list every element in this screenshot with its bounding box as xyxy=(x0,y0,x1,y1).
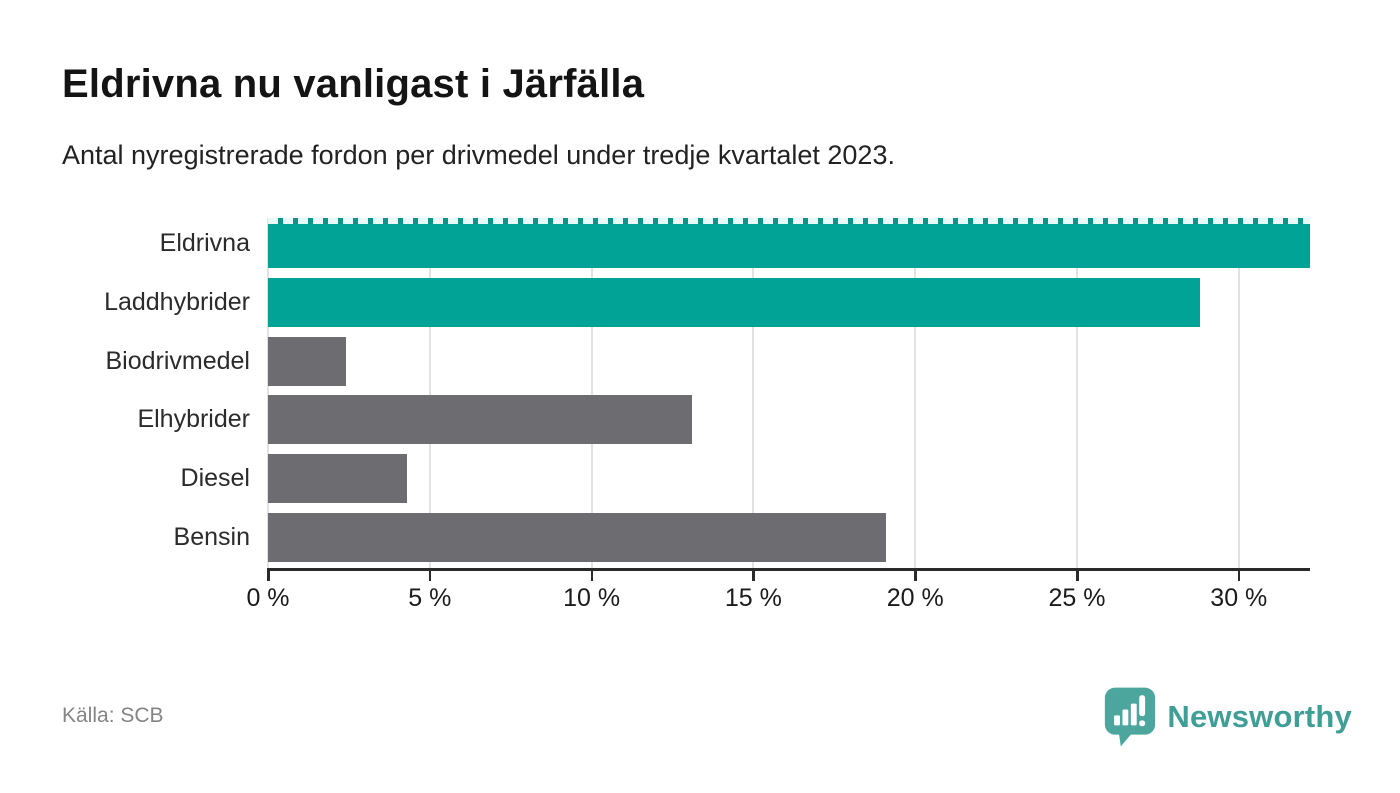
bar-chart: Eldrivna Laddhybrider Biodrivmedel Elhybrid… xyxy=(0,218,1400,638)
tick-label-20: 20 % xyxy=(886,584,944,612)
category-label-eldrivna: Eldrivna xyxy=(159,229,250,257)
tick-mark-15 xyxy=(752,568,755,581)
source-note: Källa: SCB xyxy=(62,704,164,727)
gridline-20 xyxy=(914,218,917,568)
page-subtitle: Antal nyregistrerade fordon per drivmede… xyxy=(62,140,895,170)
bar-row-diesel xyxy=(268,454,1310,504)
bar-row-elhybrider xyxy=(268,395,1310,445)
category-label-elhybrider: Elhybrider xyxy=(137,405,250,434)
tick-label-25: 25 % xyxy=(1048,584,1106,612)
gridline-30 xyxy=(1237,218,1240,568)
tick-mark-30 xyxy=(1237,568,1241,581)
category-label-diesel: Diesel xyxy=(180,464,250,493)
bar-row-laddhybrider xyxy=(268,277,1310,327)
bar-row-bensin xyxy=(268,513,1310,562)
tick-label-0: 0 % xyxy=(246,584,290,612)
newsworthy-logo-text: Newsworthy xyxy=(1167,699,1352,734)
tick-mark-0 xyxy=(267,568,270,581)
category-label-bensin: Bensin xyxy=(173,523,250,551)
x-axis-line xyxy=(268,568,1310,571)
bar-row-biodrivmedel xyxy=(268,336,1310,386)
category-label-biodrivmedel: Biodrivmedel xyxy=(105,346,250,375)
tick-label-15: 15 % xyxy=(724,584,782,612)
tick-mark-10 xyxy=(590,568,594,581)
gridline-10 xyxy=(590,218,593,568)
newsworthy-logo: Newsworthy xyxy=(1103,686,1352,748)
bar-row-eldrivna xyxy=(268,218,1310,268)
plot-area xyxy=(267,218,1310,568)
bar-eldrivna xyxy=(268,218,1310,268)
gridline-25 xyxy=(1076,218,1078,568)
category-label-laddhybrider: Laddhybrider xyxy=(104,287,250,316)
gridline-5 xyxy=(428,218,431,568)
page-title: Eldrivna nu vanligast i Järfälla xyxy=(62,62,645,106)
gridline-15 xyxy=(752,218,755,568)
bar-elhybrider xyxy=(268,395,692,445)
bar-biodrivmedel xyxy=(268,336,346,386)
tick-label-30: 30 % xyxy=(1210,584,1268,612)
bar-bensin xyxy=(268,513,887,562)
tick-mark-5 xyxy=(428,568,432,581)
tick-mark-25 xyxy=(1076,568,1079,581)
newsworthy-logo-icon xyxy=(1105,687,1156,747)
tick-label-5: 5 % xyxy=(408,584,452,612)
tick-mark-20 xyxy=(914,568,917,581)
bar-laddhybrider xyxy=(268,277,1200,327)
tick-label-10: 10 % xyxy=(563,584,621,612)
gridline-0 xyxy=(267,218,269,568)
bar-diesel xyxy=(268,454,408,504)
